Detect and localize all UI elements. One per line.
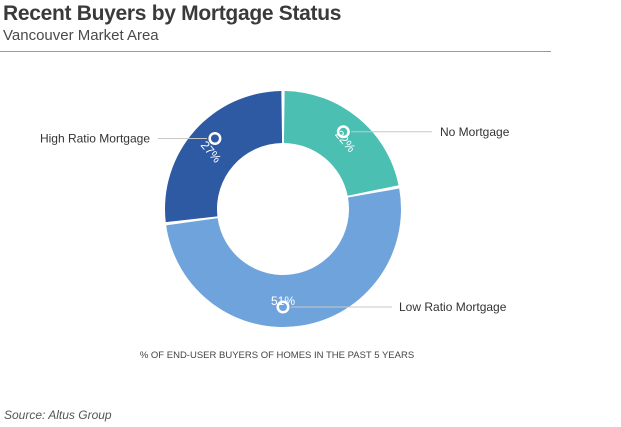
chart-subtitle: Vancouver Market Area bbox=[3, 27, 159, 44]
category-label-high-ratio-mortgage: High Ratio Mortgage bbox=[40, 132, 150, 146]
chart-caption: % OF END-USER BUYERS OF HOMES IN THE PAS… bbox=[140, 350, 414, 361]
marker-high-ratio-mortgage bbox=[210, 134, 219, 143]
value-label-low-ratio-mortgage: 51% bbox=[271, 294, 295, 308]
category-label-low-ratio-mortgage: Low Ratio Mortgage bbox=[399, 300, 507, 314]
chart-title: Recent Buyers by Mortgage Status bbox=[3, 2, 342, 25]
slice-no-mortgage bbox=[283, 91, 399, 196]
slice-high-ratio-mortgage bbox=[164, 91, 283, 223]
donut-slices bbox=[164, 91, 402, 328]
category-label-no-mortgage: No Mortgage bbox=[440, 125, 510, 139]
leader-lines bbox=[158, 125, 432, 314]
source-note: Source: Altus Group bbox=[4, 408, 112, 422]
slice-low-ratio-mortgage bbox=[166, 188, 402, 328]
marker-low-ratio-mortgage bbox=[279, 303, 287, 311]
marker-no-mortgage bbox=[339, 127, 348, 136]
header-divider bbox=[0, 51, 551, 52]
